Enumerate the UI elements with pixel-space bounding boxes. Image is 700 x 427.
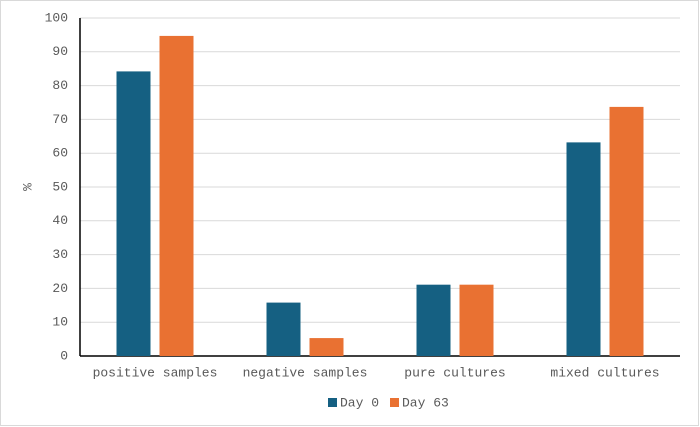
y-tick-label: 40 xyxy=(52,213,68,228)
bar xyxy=(159,35,194,356)
legend-swatch xyxy=(328,398,337,407)
y-tick-label: 70 xyxy=(52,112,68,127)
x-tick-label: mixed cultures xyxy=(550,365,659,380)
y-tick-label: 50 xyxy=(52,179,68,194)
bar xyxy=(459,284,494,356)
y-tick-label: 100 xyxy=(45,10,68,25)
y-tick-label: 80 xyxy=(52,78,68,93)
bar xyxy=(266,302,301,356)
y-tick-label: 10 xyxy=(52,315,68,330)
bar xyxy=(566,142,601,356)
legend-label: Day 63 xyxy=(402,395,449,410)
legend-swatch xyxy=(390,398,399,407)
legend-label: Day 0 xyxy=(340,395,379,410)
y-tick-label: 20 xyxy=(52,281,68,296)
bar xyxy=(116,71,151,357)
y-tick-label: 90 xyxy=(52,44,68,59)
y-axis-title: % xyxy=(20,183,35,191)
y-tick-label: 60 xyxy=(52,146,68,161)
x-tick-label: pure cultures xyxy=(404,365,505,380)
y-tick-label: 0 xyxy=(60,348,68,363)
bar xyxy=(609,106,644,356)
x-tick-label: negative samples xyxy=(243,365,368,380)
bar xyxy=(416,284,451,356)
y-tick-label: 30 xyxy=(52,247,68,262)
x-tick-label: positive samples xyxy=(93,365,218,380)
bar xyxy=(309,338,344,356)
